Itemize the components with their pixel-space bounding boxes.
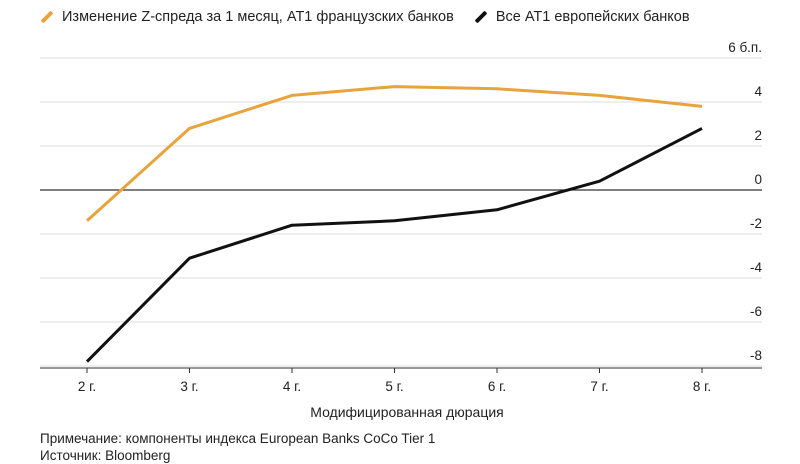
legend: Изменение Z-спреда за 1 месяц, AT1 франц…: [40, 9, 710, 25]
x-tick-label: 7 г.: [590, 379, 608, 394]
x-tick-label: 2 г.: [78, 379, 96, 394]
y-tick-label: 6 б.п.: [728, 40, 762, 55]
series-lines: [85, 85, 703, 363]
series-line-europe: [85, 127, 703, 363]
y-tick-label: 0: [754, 172, 762, 187]
x-tick-label: 5 г.: [385, 379, 403, 394]
y-tick-label: 2: [754, 128, 762, 143]
x-tick-label: 4 г.: [283, 379, 301, 394]
chart-notes: Примечание: компоненты индекса European …: [40, 430, 435, 464]
y-tick-label: -8: [750, 348, 762, 363]
legend-label-french: Изменение Z-спреда за 1 месяц, AT1 франц…: [62, 9, 454, 25]
grid-lines: [40, 57, 762, 367]
y-tick-label: -2: [750, 216, 762, 231]
x-axis: 2 г. 3 г. 4 г. 5 г. 6 г. 7 г. 8 г.: [40, 367, 762, 394]
legend-item-french: Изменение Z-спреда за 1 месяц, AT1 франц…: [40, 9, 454, 25]
note-text: Примечание: компоненты индекса European …: [40, 431, 436, 446]
y-tick-label: -6: [750, 304, 762, 319]
x-tick-label: 3 г.: [180, 379, 198, 394]
y-axis-tick-labels: 6 б.п. 4 2 0 -2 -4 -6 -8: [728, 40, 762, 363]
legend-item-europe: Все AT1 европейских банков: [474, 9, 690, 25]
x-axis-label: Модифицированная дюрация: [310, 404, 503, 420]
y-tick-label: -4: [750, 260, 762, 275]
y-tick-label: 4: [754, 84, 762, 99]
x-tick-label: 8 г.: [693, 379, 711, 394]
x-tick-label: 6 г.: [488, 379, 506, 394]
series-line-french: [85, 85, 703, 222]
source-text: Источник: Bloomberg: [40, 448, 171, 463]
legend-label-europe: Все AT1 европейских банков: [495, 9, 690, 25]
